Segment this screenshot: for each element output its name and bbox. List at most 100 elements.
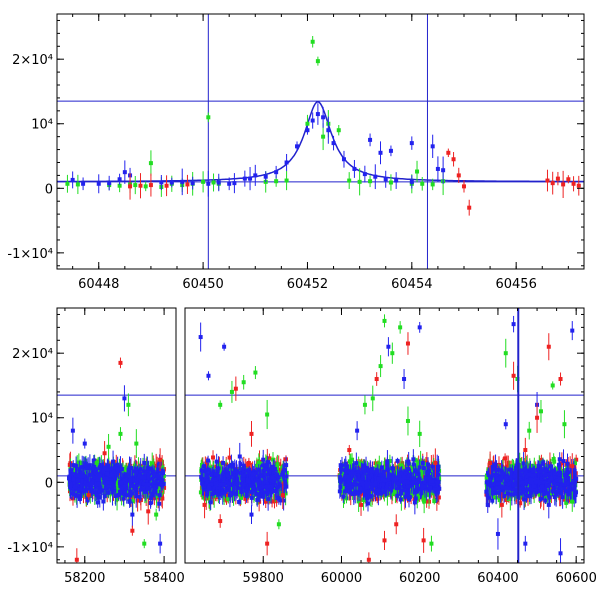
noise-point-blue	[125, 472, 130, 477]
noise-point-blue	[150, 476, 155, 481]
noise-point-blue	[217, 492, 222, 497]
noise-point-red	[152, 495, 157, 500]
noise-point-blue	[241, 482, 246, 487]
noise-point-blue	[237, 499, 242, 504]
noise-point-blue	[230, 463, 235, 468]
top-ytick-label: -1×10⁴	[7, 247, 53, 262]
noise-point-green	[154, 493, 159, 498]
noise-point-green	[160, 466, 165, 471]
point-red-0	[128, 184, 133, 189]
noise-point-blue	[282, 467, 287, 472]
noise-point-blue	[109, 466, 114, 471]
noise-point-blue	[109, 473, 114, 478]
noise-point-blue	[251, 471, 256, 476]
top-frame	[56, 13, 585, 270]
bottom-xtick-label: 58200	[64, 571, 105, 586]
noise-point-green	[257, 463, 262, 468]
noise-point-blue	[118, 491, 123, 496]
noise-point-green	[95, 463, 100, 468]
point-blue-37	[388, 148, 393, 153]
noise-point-green	[146, 494, 151, 499]
noise-point-blue	[105, 480, 110, 485]
noise-point-blue	[102, 480, 107, 485]
top-xtick-label: 60454	[391, 277, 432, 292]
noise-point-green	[161, 473, 166, 478]
point-red-1	[86, 493, 91, 498]
point-blue-20	[284, 160, 289, 165]
noise-point-green	[253, 482, 258, 487]
noise-point-blue	[275, 473, 280, 478]
point-red-11	[550, 181, 555, 186]
noise-point-blue	[231, 470, 236, 475]
noise-point-blue	[256, 467, 261, 472]
noise-point-blue	[231, 481, 236, 486]
noise-point-blue	[93, 485, 98, 490]
noise-point-blue	[129, 481, 134, 486]
point-blue-17	[253, 173, 258, 178]
point-green-26	[357, 179, 362, 184]
noise-point-green	[82, 485, 87, 490]
noise-point-red	[400, 461, 405, 466]
noise-point-green	[119, 494, 124, 499]
noise-point-blue	[103, 476, 108, 481]
noise-point-blue	[103, 485, 108, 490]
noise-point-red	[128, 463, 133, 468]
noise-point-green	[390, 492, 395, 497]
bottom-plot-area-1	[185, 308, 584, 563]
noise-point-blue	[240, 477, 245, 482]
noise-point-blue	[71, 463, 76, 468]
noise-point-blue	[221, 460, 226, 465]
point-red-7	[456, 173, 461, 178]
noise-point-blue	[68, 482, 73, 487]
noise-point-blue	[99, 471, 104, 476]
point-green-32	[430, 182, 435, 187]
point-red-10	[545, 178, 550, 183]
noise-point-blue	[70, 477, 75, 482]
noise-point-blue	[90, 466, 95, 471]
noise-point-blue	[212, 488, 217, 493]
point-green-22	[321, 134, 326, 139]
noise-point-blue	[205, 492, 210, 497]
noise-point-blue	[138, 467, 143, 472]
noise-point-green	[150, 461, 155, 466]
point-red-2	[102, 451, 107, 456]
point-blue-1	[82, 441, 87, 446]
noise-point-blue	[102, 494, 107, 499]
point-blue-2	[96, 181, 101, 186]
noise-point-red	[160, 496, 165, 501]
point-blue-5	[130, 512, 135, 517]
point-red-14	[566, 177, 571, 182]
noise-point-green	[387, 459, 392, 464]
noise-point-blue	[213, 472, 218, 477]
noise-point-blue	[119, 467, 124, 472]
noise-point-green	[100, 482, 105, 487]
noise-point-blue	[273, 489, 278, 494]
noise-point-blue	[262, 476, 267, 481]
noise-point-blue	[247, 470, 252, 475]
noise-point-blue	[239, 471, 244, 476]
noise-point-blue	[131, 484, 136, 489]
noise-point-blue	[225, 473, 230, 478]
noise-point-green	[238, 495, 243, 500]
point-blue-19	[274, 170, 279, 175]
noise-point-blue	[150, 491, 155, 496]
point-blue-24	[315, 112, 320, 117]
noise-point-red	[205, 462, 210, 467]
noise-point-blue	[151, 480, 156, 485]
noise-point-blue	[118, 464, 123, 469]
noise-point-blue	[101, 499, 106, 504]
noise-point-blue	[121, 496, 126, 501]
noise-point-blue	[215, 489, 220, 494]
noise-point-blue	[278, 483, 283, 488]
point-green-24	[336, 128, 341, 133]
point-blue-18	[263, 174, 268, 179]
noise-point-blue	[262, 467, 267, 472]
noise-point-blue	[69, 472, 74, 477]
noise-point-blue	[232, 467, 237, 472]
point-blue-25	[321, 115, 326, 120]
point-blue-12	[216, 180, 221, 185]
noise-point-blue	[234, 481, 239, 486]
noise-point-blue	[137, 494, 142, 499]
point-green-20	[310, 39, 315, 44]
point-blue-10	[190, 181, 195, 186]
